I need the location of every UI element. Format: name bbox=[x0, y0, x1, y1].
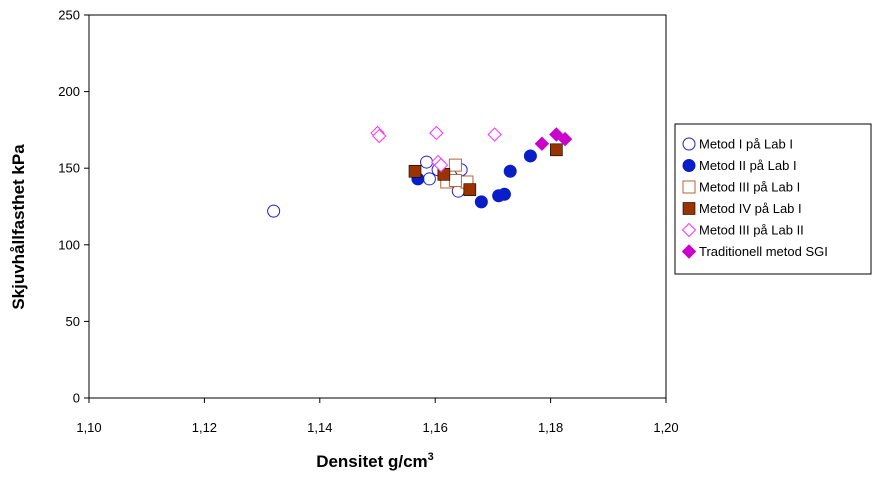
data-point bbox=[408, 164, 422, 178]
x-axis-title-superscript: 3 bbox=[428, 451, 434, 463]
legend-label: Metod III på Lab I bbox=[699, 180, 800, 195]
data-point bbox=[422, 172, 436, 186]
data-point bbox=[534, 136, 550, 151]
data-point bbox=[487, 127, 502, 142]
y-axis-title: Skjuvhållfasthet kPa bbox=[9, 144, 28, 310]
x-tick-label: 1,18 bbox=[538, 420, 563, 435]
plot-frame bbox=[88, 14, 667, 399]
x-axis-title: Densitet g/cm3 bbox=[316, 451, 434, 471]
legend-marker bbox=[682, 137, 696, 151]
legend-marker bbox=[681, 244, 697, 259]
data-point bbox=[474, 195, 488, 209]
data-point bbox=[448, 173, 462, 187]
legend-marker bbox=[681, 222, 697, 238]
x-tick-label: 1,14 bbox=[307, 420, 332, 435]
x-tick-label: 1,20 bbox=[653, 420, 678, 435]
data-point bbox=[463, 183, 477, 196]
legend-label: Metod II på Lab I bbox=[699, 158, 797, 173]
y-tick-label: 50 bbox=[66, 314, 80, 329]
data-point bbox=[523, 149, 537, 163]
legend-label: Metod IV på Lab I bbox=[699, 201, 802, 216]
legend-label: Traditionell metod SGI bbox=[699, 244, 828, 259]
y-tick-label: 250 bbox=[58, 8, 80, 23]
x-tick-label: 1,12 bbox=[192, 420, 217, 435]
data-point bbox=[550, 143, 563, 157]
data-point bbox=[497, 187, 511, 201]
data-points bbox=[267, 125, 573, 218]
data-point bbox=[429, 125, 444, 141]
data-point bbox=[267, 204, 281, 218]
legend-marker bbox=[682, 159, 696, 172]
data-point bbox=[420, 155, 434, 169]
y-tick-label: 150 bbox=[58, 161, 80, 176]
data-point bbox=[448, 158, 462, 172]
data-point bbox=[557, 131, 573, 147]
legend-marker bbox=[682, 180, 696, 194]
legend-label: Metod I på Lab I bbox=[699, 137, 793, 152]
legend-label: Metod III på Lab II bbox=[699, 223, 804, 238]
x-axis-title-main: Densitet g/cm bbox=[316, 452, 427, 471]
data-point bbox=[503, 164, 517, 178]
data-point bbox=[372, 128, 387, 144]
y-tick-label: 200 bbox=[58, 84, 80, 99]
axis-ticks: 0 50 100 150 200 250 1,10 1,12 1,14 1,16 1,18 1,20 bbox=[58, 8, 678, 436]
x-tick-label: 1,10 bbox=[76, 420, 101, 435]
legend-marker bbox=[682, 202, 696, 215]
plot-area bbox=[88, 14, 667, 399]
legend-box bbox=[674, 123, 872, 275]
x-tick-label: 1,16 bbox=[423, 420, 448, 435]
y-tick-label: 100 bbox=[58, 237, 80, 252]
y-tick-label: 0 bbox=[73, 391, 80, 406]
legend: Metod I på Lab I Metod II på Lab I Metod I… bbox=[674, 123, 872, 275]
data-point bbox=[433, 157, 449, 173]
